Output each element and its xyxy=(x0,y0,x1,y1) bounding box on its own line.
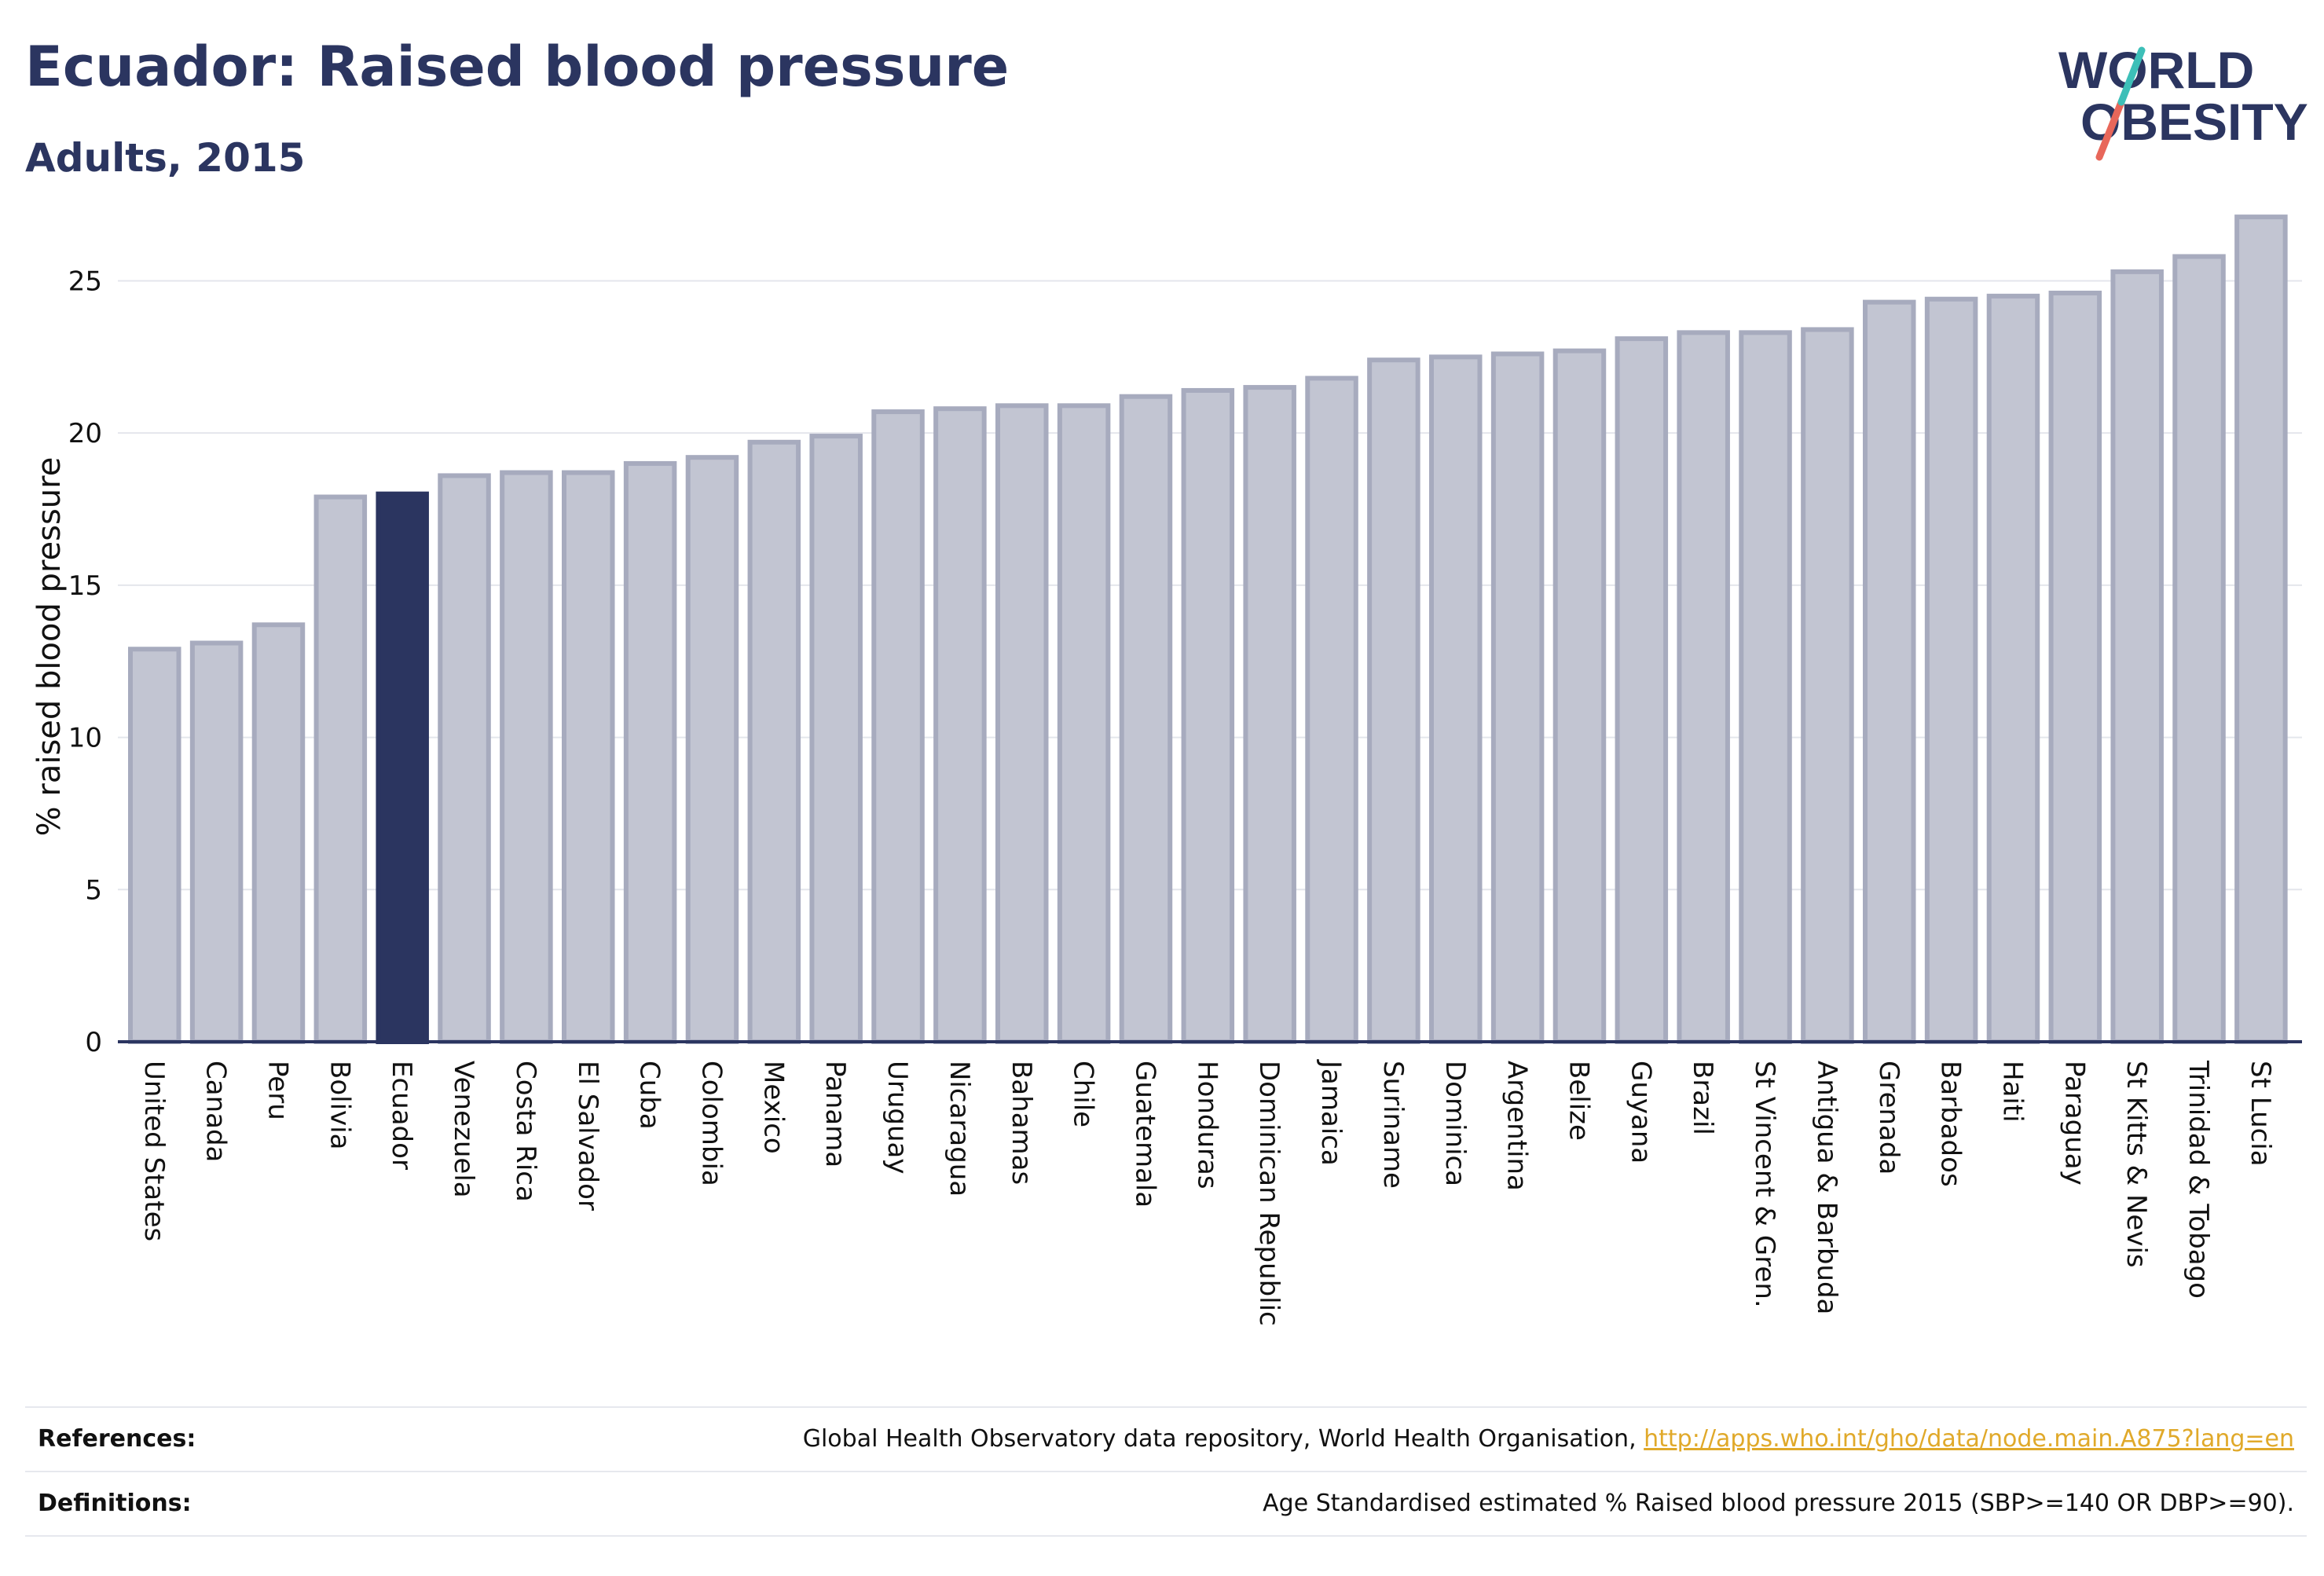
x-tick-label: Haiti xyxy=(1996,1061,2028,1123)
bar xyxy=(1243,385,1296,1044)
x-tick-label: Honduras xyxy=(1191,1061,1222,1189)
x-tick-label: Bahamas xyxy=(1006,1061,1037,1185)
y-tick-label: 5 xyxy=(85,874,102,906)
x-tick-label: Brazil xyxy=(1687,1061,1718,1135)
references-row: References: Global Health Observatory da… xyxy=(25,1406,2307,1471)
bar xyxy=(933,406,987,1044)
bar xyxy=(2048,290,2102,1044)
bars xyxy=(128,214,2288,1045)
x-tick-label: Uruguay xyxy=(882,1061,913,1175)
bar xyxy=(1552,348,1607,1044)
x-tick-label: Jamaica xyxy=(1315,1059,1347,1166)
bar xyxy=(871,409,925,1044)
bar xyxy=(2110,269,2164,1044)
bar xyxy=(2234,214,2288,1044)
x-tick-label: Grenada xyxy=(1873,1061,1904,1175)
bar xyxy=(1429,354,1483,1045)
bar xyxy=(1739,330,1792,1044)
bar xyxy=(1801,327,1854,1044)
bar xyxy=(128,647,181,1044)
bar xyxy=(189,640,244,1044)
y-tick-label: 25 xyxy=(68,266,102,297)
y-axis-label: % raised blood pressure xyxy=(31,457,68,837)
bar xyxy=(1986,293,2040,1044)
svg-text:WORLD: WORLD xyxy=(2058,41,2254,99)
bar xyxy=(995,403,1049,1044)
bar xyxy=(2172,254,2226,1044)
x-tick-label: Nicaragua xyxy=(944,1061,975,1197)
bar xyxy=(1367,357,1420,1044)
bar xyxy=(1863,299,1916,1045)
x-tick-label: St Vincent & Gren. xyxy=(1749,1061,1780,1308)
definitions-row: Definitions: Age Standardised estimated … xyxy=(25,1471,2307,1535)
x-tick-label: Costa Rica xyxy=(510,1061,541,1202)
y-tick-label: 0 xyxy=(85,1027,102,1058)
x-tick-label: Peru xyxy=(262,1061,293,1120)
y-tick-label: 15 xyxy=(68,570,102,602)
bar xyxy=(251,622,306,1044)
bar xyxy=(562,470,615,1044)
page-title: Ecuador: Raised blood pressure xyxy=(25,35,1010,99)
x-tick-label: Dominica xyxy=(1439,1061,1471,1186)
bar xyxy=(313,494,368,1044)
bar xyxy=(809,434,863,1044)
x-tick-label: Guatemala xyxy=(1129,1061,1160,1208)
page-subtitle: Adults, 2015 xyxy=(25,135,306,181)
y-tick-label: 20 xyxy=(68,418,102,449)
x-tick-label: Canada xyxy=(200,1061,232,1162)
x-tick-label: St Lucia xyxy=(2245,1061,2276,1167)
x-tick-label: Chile xyxy=(1068,1061,1099,1127)
bar xyxy=(500,470,553,1044)
x-tick-label: Antigua & Barbuda xyxy=(1811,1061,1842,1314)
x-tick-label: Argentina xyxy=(1501,1061,1533,1191)
bar xyxy=(376,491,429,1044)
bar xyxy=(1119,394,1173,1044)
x-tick-label: Paraguay xyxy=(2058,1061,2090,1186)
x-tick-label: Panama xyxy=(819,1061,851,1167)
tick-labels: 0 5 10 15 20 25 United States Canada Peru Bolivia… xyxy=(31,266,2276,1325)
x-tick-label: Belize xyxy=(1563,1061,1594,1141)
references-text: Global Health Observatory data repositor… xyxy=(803,1425,2294,1453)
bar xyxy=(1924,296,1978,1044)
x-tick-label: Ecuador xyxy=(386,1061,417,1170)
bar-chart: 0 5 10 15 20 25 United States Canada Peru Bolivia… xyxy=(31,214,2302,1326)
x-tick-label: Mexico xyxy=(757,1061,789,1154)
x-tick-label: Guyana xyxy=(1625,1061,1656,1164)
references-link[interactable]: http://apps.who.int/gho/data/node.main.A… xyxy=(1644,1425,2294,1453)
world-obesity-logo: WORLD OBESITY xyxy=(2058,41,2308,161)
definitions-label: Definitions: xyxy=(38,1490,192,1517)
bar xyxy=(685,455,739,1044)
x-tick-label: El Salvador xyxy=(572,1061,603,1211)
bar xyxy=(623,460,677,1044)
x-tick-label: Barbados xyxy=(1935,1061,1967,1187)
bar xyxy=(747,439,801,1044)
bar xyxy=(1615,336,1669,1045)
x-tick-label: Trinidad & Tobago xyxy=(2183,1060,2214,1299)
bar xyxy=(1490,351,1545,1044)
x-tick-label: Venezuela xyxy=(448,1061,479,1198)
bar xyxy=(1181,387,1235,1045)
x-tick-label: Dominican Republic xyxy=(1253,1061,1285,1326)
references-source: Global Health Observatory data repositor… xyxy=(802,1425,1644,1453)
footer-bottom-rule xyxy=(25,1535,2307,1537)
x-tick-label: Colombia xyxy=(695,1061,727,1186)
bar xyxy=(1677,330,1730,1044)
x-tick-label: St Kitts & Nevis xyxy=(2121,1061,2152,1268)
bar xyxy=(1057,403,1111,1044)
x-tick-label: Cuba xyxy=(634,1061,665,1130)
references-label: References: xyxy=(38,1425,196,1453)
definitions-text: Age Standardised estimated % Raised bloo… xyxy=(1263,1490,2294,1517)
x-tick-label: Suriname xyxy=(1377,1061,1409,1189)
bar xyxy=(438,473,491,1044)
x-tick-label: Bolivia xyxy=(324,1061,355,1149)
y-tick-label: 10 xyxy=(68,723,102,754)
x-tick-label: United States xyxy=(138,1061,170,1241)
bar xyxy=(1305,376,1358,1044)
